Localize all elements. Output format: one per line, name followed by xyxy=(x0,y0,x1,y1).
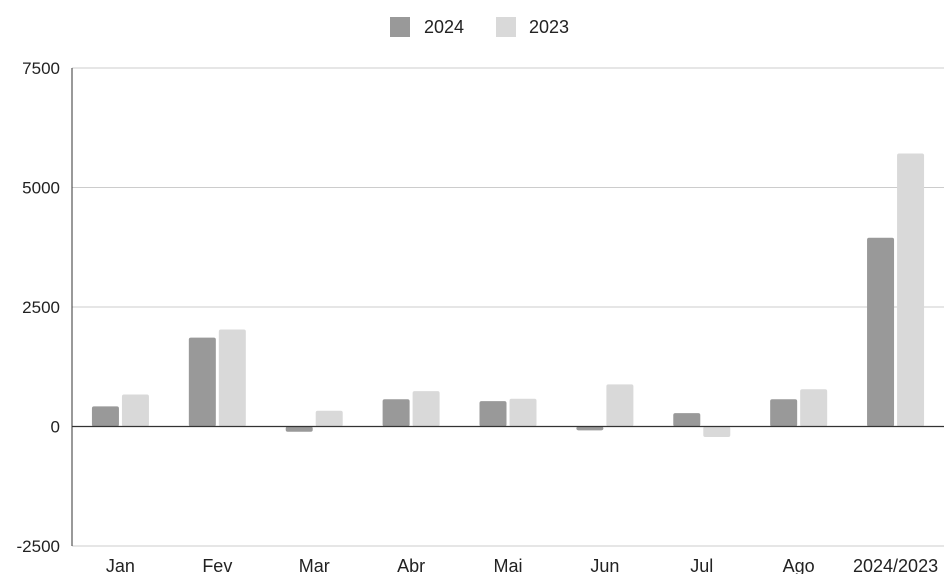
x-tick-label: Abr xyxy=(397,556,425,574)
y-tick-label: 2500 xyxy=(22,298,60,317)
x-tick-label: 2024/2023 xyxy=(853,556,938,574)
bar-2024-Jul xyxy=(673,413,701,427)
x-tick-label: Fev xyxy=(202,556,232,574)
bar-2023-Mai xyxy=(509,398,537,427)
y-tick-label: 5000 xyxy=(22,179,60,198)
legend: 2024 2023 xyxy=(390,17,569,37)
y-tick-label: -2500 xyxy=(17,537,60,556)
x-tick-label: Ago xyxy=(783,556,815,574)
bar-2024-Ago xyxy=(770,399,798,427)
bar-2024-Jun xyxy=(576,426,604,431)
bar-2024-Mar xyxy=(285,426,313,432)
bar-2024-Fev xyxy=(188,337,216,427)
bar-2024-Jan xyxy=(91,406,119,427)
legend-swatch-2024 xyxy=(390,17,410,37)
gridlines xyxy=(72,67,944,547)
legend-swatch-2023 xyxy=(496,17,516,37)
bar-2023-Jul xyxy=(703,426,731,438)
x-tick-label: Jul xyxy=(690,556,713,574)
y-axis-ticks: 7500 5000 2500 0 -2500 xyxy=(17,59,60,556)
x-tick-label: Jan xyxy=(106,556,135,574)
bar-2023-Mar xyxy=(315,410,343,427)
legend-label: 2024 xyxy=(424,17,464,37)
bars xyxy=(91,153,925,438)
bar-2023-Fev xyxy=(218,329,246,427)
x-axis-ticks: Jan Fev Mar Abr Mai Jun Jul Ago 2024/2023 xyxy=(106,556,938,574)
x-tick-label: Mai xyxy=(493,556,522,574)
x-tick-label: Mar xyxy=(299,556,330,574)
bar-2024-Abr xyxy=(382,399,410,427)
bar-2024-2024/2023 xyxy=(867,237,895,427)
x-tick-label: Jun xyxy=(590,556,619,574)
bar-2023-Jun xyxy=(606,384,634,427)
bar-2023-Jan xyxy=(121,394,149,427)
axes xyxy=(71,68,944,546)
bar-2024-Mai xyxy=(479,401,507,427)
bar-2023-Ago xyxy=(800,389,828,427)
bar-2023-Abr xyxy=(412,391,440,427)
bar-2023-2024/2023 xyxy=(897,153,925,427)
y-tick-label: 7500 xyxy=(22,59,60,78)
legend-label: 2023 xyxy=(529,17,569,37)
y-tick-label: 0 xyxy=(51,418,60,437)
